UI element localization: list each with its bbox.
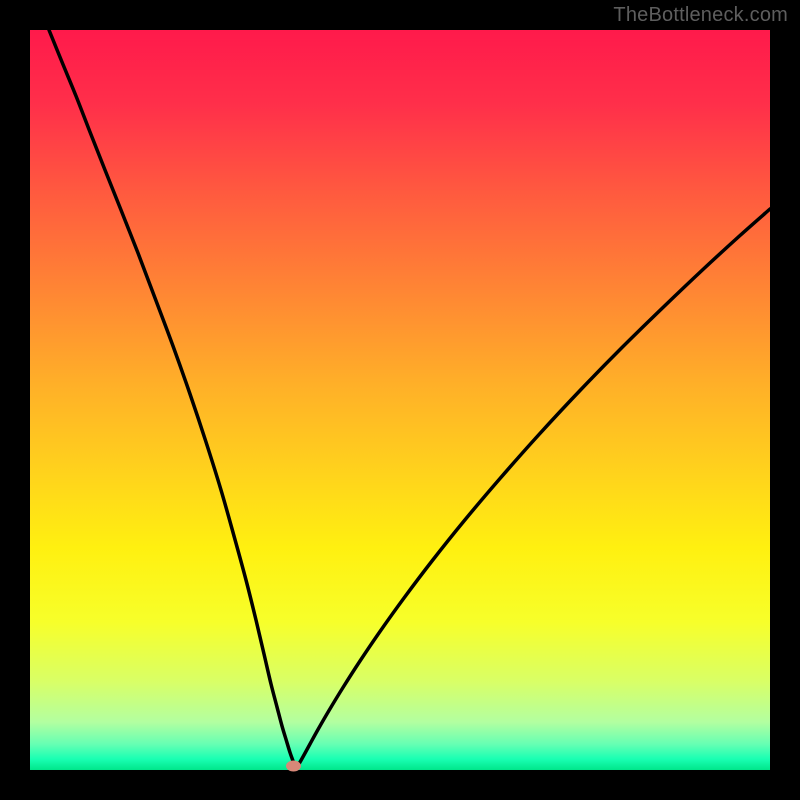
gradient-background	[30, 30, 770, 770]
chart-svg	[0, 0, 800, 800]
optimum-marker	[286, 761, 301, 772]
watermark-text: TheBottleneck.com	[613, 4, 788, 27]
bottleneck-chart: TheBottleneck.com	[0, 0, 800, 800]
